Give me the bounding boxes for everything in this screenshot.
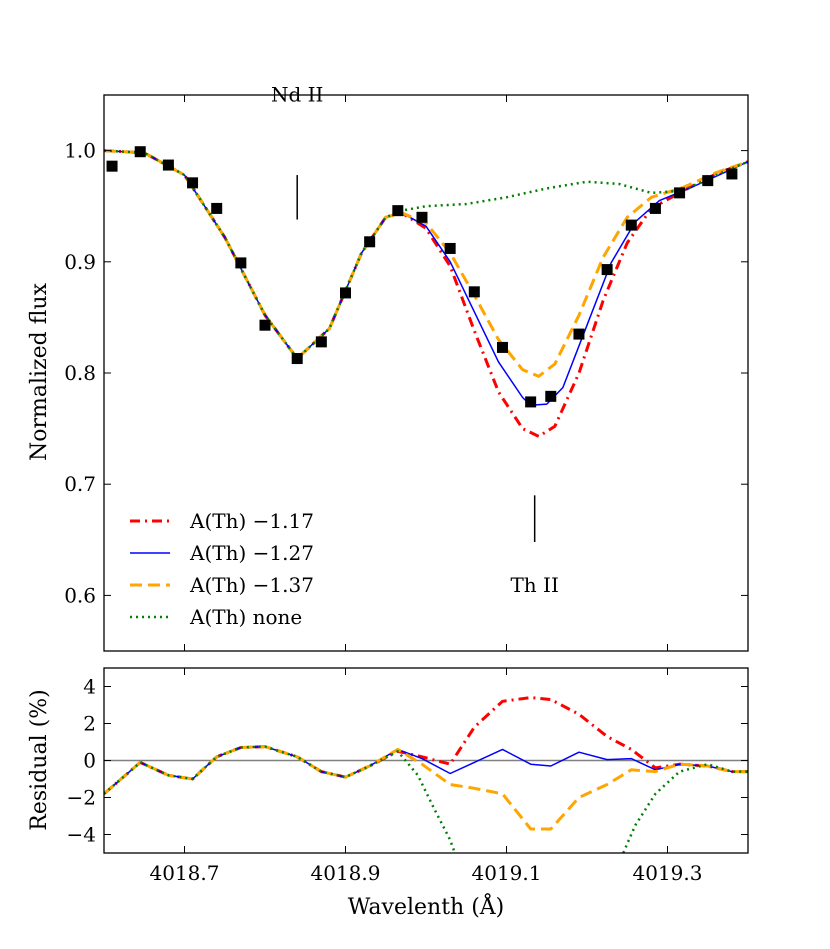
- top-ytick-label: 0.9: [64, 250, 96, 274]
- bottom-ytick-label: 0: [83, 749, 96, 773]
- bottom-ytick-label: −2: [67, 786, 96, 810]
- observed-point: [315, 336, 327, 348]
- observed-point: [134, 146, 146, 158]
- flux-series-th-117: [104, 149, 748, 438]
- top-ytick-label: 0.7: [64, 472, 96, 496]
- top-ytick-label: 1.0: [64, 139, 96, 163]
- observed-point: [726, 168, 738, 180]
- legend-label-th-117: A(Th) −1.17: [189, 509, 314, 533]
- bottom-xtick-label: 4019.3: [633, 861, 703, 885]
- bottom-xtick-label: 4019.1: [472, 861, 542, 885]
- residual-series-th-none: [104, 745, 748, 853]
- top-ytick-label: 0.8: [64, 361, 96, 385]
- observed-point: [444, 242, 456, 254]
- observed-point: [106, 160, 118, 172]
- legend-label-th-137: A(Th) −1.37: [189, 573, 314, 597]
- observed-point: [187, 177, 199, 189]
- bottom-ytick-label: 2: [83, 712, 96, 736]
- observed-point: [162, 159, 174, 171]
- residual-series-th-127: [104, 745, 748, 795]
- legend-label-th-127: A(Th) −1.27: [189, 541, 314, 565]
- observed-point: [545, 390, 557, 402]
- observed-point: [340, 287, 351, 299]
- observed-point: [364, 236, 376, 248]
- observed-point: [211, 202, 223, 214]
- top-y-axis-label: Normalized flux: [27, 282, 52, 461]
- observed-point: [525, 396, 537, 408]
- bottom-panel-residual: −4 −2 0 2 4 4018.7 4018.9 4019.1 4019.3: [67, 667, 749, 885]
- bottom-xtick-label: 4018.7: [150, 861, 220, 885]
- bottom-ytick-label: 4: [83, 675, 96, 699]
- observed-point: [496, 341, 508, 353]
- observed-point: [291, 353, 303, 365]
- top-plot-frame: [103, 94, 749, 652]
- observed-point: [416, 211, 428, 223]
- th-ii-label: Th II: [510, 573, 558, 597]
- nd-ii-label: Nd II: [271, 82, 323, 106]
- x-axis-label: Wavelenth (Å): [348, 892, 505, 920]
- flux-series-th-none: [104, 149, 748, 360]
- observed-point: [649, 202, 661, 214]
- observed-point: [573, 328, 585, 340]
- residual-series-th-117: [104, 696, 748, 795]
- residual-series-th-137: [104, 745, 748, 831]
- flux-series-th-137: [104, 149, 748, 378]
- legend-label-th-none: A(Th) none: [189, 605, 302, 629]
- observed-point: [674, 187, 686, 199]
- observed-point: [259, 319, 271, 331]
- flux-series-th-127: [104, 149, 748, 406]
- legend: A(Th) −1.17 A(Th) −1.27 A(Th) −1.37 A(Th) n…: [130, 509, 314, 629]
- observed-point: [702, 175, 714, 187]
- observed-point: [468, 286, 480, 298]
- observed-point: [625, 219, 637, 231]
- top-ytick-label: 0.6: [64, 583, 96, 607]
- bottom-xtick-label: 4018.9: [311, 861, 381, 885]
- observed-point: [392, 205, 404, 217]
- observed-point: [235, 257, 247, 269]
- bottom-y-axis-label: Residual (%): [27, 689, 52, 830]
- observed-point: [601, 264, 613, 276]
- bottom-ytick-label: −4: [67, 823, 96, 847]
